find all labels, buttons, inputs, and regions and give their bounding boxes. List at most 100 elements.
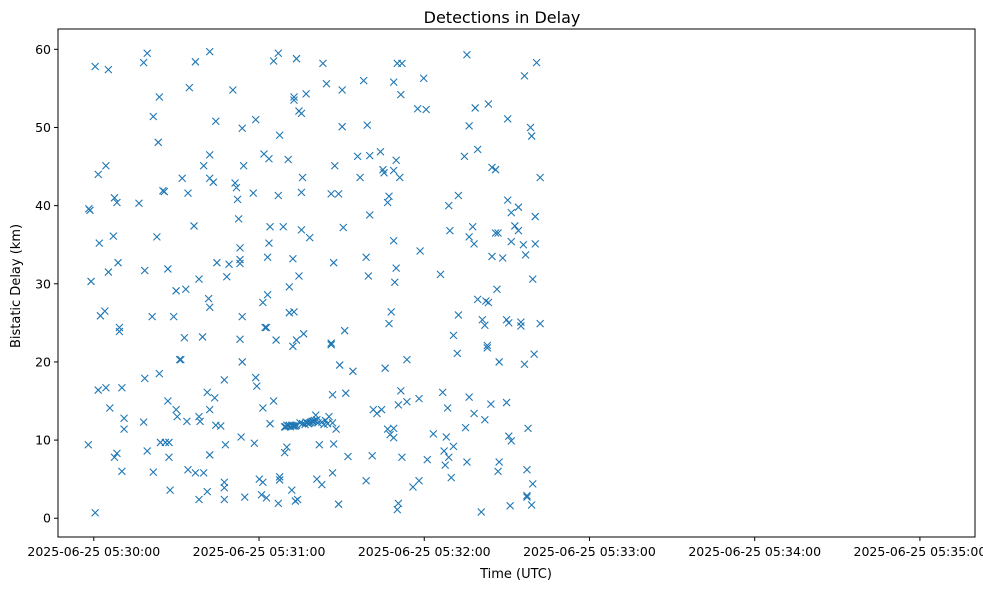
data-point: [463, 458, 471, 466]
data-point: [484, 100, 493, 108]
data-point: [387, 308, 396, 316]
data-point: [531, 212, 540, 221]
data-point: [429, 429, 438, 438]
data-point: [195, 412, 203, 421]
data-point: [100, 307, 109, 316]
data-point: [442, 433, 451, 441]
data-point: [507, 237, 516, 246]
data-point: [275, 472, 284, 481]
data-point: [238, 124, 247, 133]
data-point: [117, 383, 126, 392]
data-point: [328, 419, 337, 427]
data-point: [329, 440, 338, 448]
data-point: [440, 447, 448, 455]
data-point: [213, 258, 221, 267]
data-point: [180, 333, 189, 342]
data-point: [365, 151, 374, 160]
y-tick-label: 0: [43, 511, 51, 526]
data-point: [389, 424, 398, 433]
data-point: [380, 168, 388, 177]
data-point: [104, 268, 113, 276]
data-point: [416, 247, 425, 255]
data-point: [163, 265, 172, 273]
data-point: [265, 154, 273, 163]
data-point: [198, 333, 207, 341]
data-point: [502, 398, 511, 407]
data-point: [527, 132, 536, 140]
data-point: [91, 508, 100, 517]
data-point: [327, 339, 336, 348]
data-point: [396, 386, 405, 395]
data-point: [185, 83, 194, 92]
data-point: [272, 336, 280, 344]
data-point: [305, 233, 314, 242]
data-point: [290, 422, 298, 430]
x-axis-label: Time (UTC): [479, 567, 552, 582]
y-axis-label: Bistatic Delay (km): [9, 224, 24, 348]
data-point: [344, 452, 352, 461]
data-point: [236, 259, 244, 268]
data-point: [311, 411, 320, 419]
data-point: [376, 147, 385, 156]
data-point: [438, 388, 447, 397]
data-point: [517, 322, 525, 330]
data-point: [493, 285, 501, 294]
data-point: [102, 161, 110, 170]
data-point: [330, 161, 339, 170]
data-point: [527, 501, 536, 509]
data-point: [191, 57, 200, 66]
data-point: [528, 479, 537, 488]
data-point: [460, 152, 469, 161]
data-point: [220, 478, 229, 487]
data-point: [205, 303, 214, 312]
data-point: [211, 117, 220, 126]
data-point: [415, 476, 423, 485]
data-point: [195, 275, 203, 283]
data-point: [392, 264, 401, 273]
data-point: [165, 453, 173, 462]
data-point: [498, 254, 507, 262]
data-point: [205, 451, 214, 459]
data-point: [220, 495, 229, 504]
data-point: [149, 468, 158, 477]
data-point: [155, 369, 164, 378]
data-point: [536, 173, 545, 182]
data-point: [328, 469, 337, 477]
data-point: [528, 275, 537, 283]
data-point: [195, 495, 203, 504]
data-point: [231, 179, 239, 187]
data-point: [102, 383, 110, 392]
data-point: [110, 453, 119, 462]
data-point: [113, 198, 121, 207]
data-point: [236, 335, 244, 344]
data-point: [447, 473, 456, 482]
data-point: [454, 191, 463, 200]
data-point: [205, 47, 214, 56]
data-point: [495, 358, 504, 366]
data-point: [205, 150, 214, 159]
data-point: [292, 54, 301, 63]
data-point: [282, 443, 291, 452]
data-point: [514, 226, 523, 235]
data-point: [491, 165, 500, 174]
data-point: [488, 252, 496, 261]
data-point: [396, 90, 405, 99]
data-point: [250, 439, 259, 448]
data-point: [480, 415, 489, 424]
x-tick-label: 2025-06-25 05:31:00: [193, 544, 326, 559]
data-point: [279, 222, 288, 231]
data-point: [523, 465, 531, 474]
data-point: [166, 486, 174, 494]
data-point: [395, 173, 404, 182]
data-point: [154, 138, 163, 147]
data-point: [514, 203, 523, 212]
data-point: [368, 451, 377, 460]
data-point: [262, 494, 271, 502]
data-point: [507, 436, 516, 445]
data-point: [461, 423, 470, 432]
data-point: [140, 374, 149, 383]
data-point: [383, 198, 392, 207]
data-point: [232, 183, 241, 192]
data-point: [275, 476, 284, 484]
